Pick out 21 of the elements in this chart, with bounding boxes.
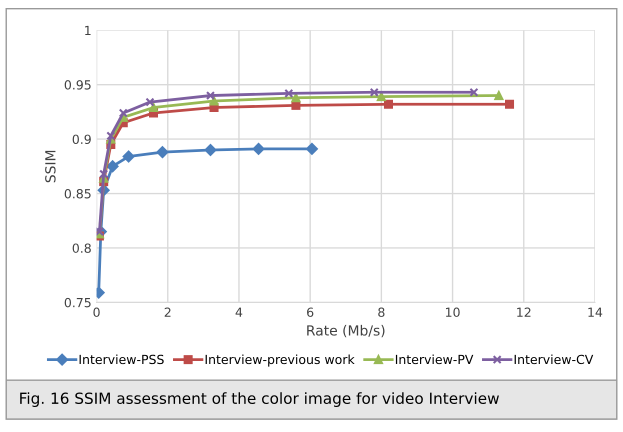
x-tick-label: 6 <box>307 307 314 317</box>
y-axis-title: SSIM <box>45 150 56 182</box>
y-tick-label: 0.9 <box>72 134 91 144</box>
x-tick-label: 4 <box>236 308 242 317</box>
x-tick-label: 0 <box>93 307 100 317</box>
x-axis-title: Rate (Mb/s) <box>307 324 384 338</box>
x-tick-label: 8 <box>378 307 384 317</box>
legend-label: Interview-PSS <box>80 354 164 364</box>
y-tick-label: 0.75 <box>64 298 91 308</box>
y-tick-label: 0.8 <box>72 243 91 253</box>
legend-label: Interview-previous work <box>206 354 355 367</box>
legend-label: Interview-CV <box>514 354 594 364</box>
legend-label: Interview-PV <box>396 354 474 364</box>
x-tick-label: 2 <box>164 307 170 317</box>
x-tick-label: 12 <box>517 307 530 317</box>
y-tick-label: 1 <box>85 26 91 35</box>
x-tick-label: 14 <box>588 308 602 317</box>
y-tick-label: 0.85 <box>64 189 91 198</box>
caption: Fig. 16 SSIM assessment of the color image for video Interview <box>20 392 499 407</box>
y-tick-label: 0.95 <box>64 80 91 90</box>
x-tick-label: 10 <box>446 307 460 317</box>
